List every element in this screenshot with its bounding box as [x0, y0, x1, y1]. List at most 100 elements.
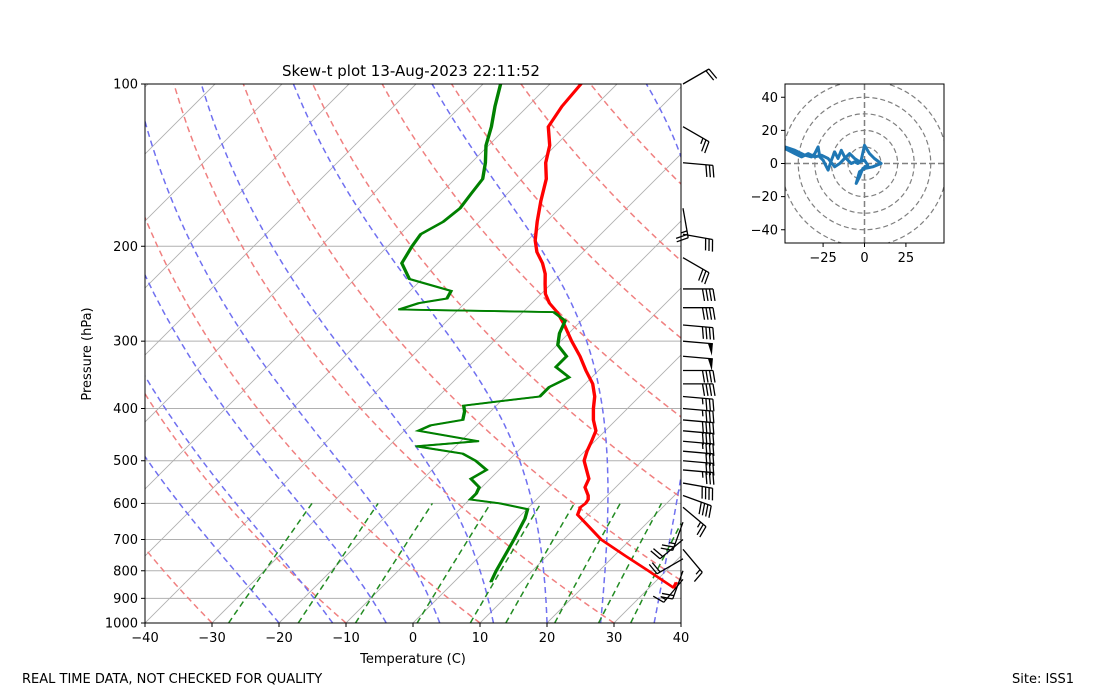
dewpoint-profile	[397, 84, 570, 583]
wind-barb	[660, 570, 684, 600]
wind-barb-shaft	[682, 506, 707, 528]
mixing-ratio-line	[297, 502, 379, 623]
wind-barb-feather	[693, 571, 703, 582]
wind-barb-feather	[712, 288, 716, 302]
x-axis-label: Temperature (C)	[359, 652, 466, 667]
wind-barb-feather	[708, 410, 711, 423]
dry-adiabat-line	[589, 84, 681, 185]
wind-barb	[682, 548, 703, 582]
hodograph-rings	[785, 84, 944, 243]
wind-barb-shaft	[682, 494, 712, 507]
wind-barb-feather	[705, 410, 708, 423]
wind-barb-shaft	[682, 440, 713, 445]
wind-barb-feather	[652, 595, 665, 603]
hodograph-axis-ticks: −25 0 25 40 20 0 −20 −40	[751, 91, 915, 266]
wind-barb-feather	[698, 268, 704, 281]
wind-barb	[650, 539, 684, 560]
wind-barb-shaft	[682, 162, 713, 167]
dry-adiabat-line	[145, 215, 481, 623]
wind-barb	[648, 558, 684, 575]
wind-barb-feather	[704, 141, 710, 154]
wind-barb-feather	[705, 421, 708, 435]
wind-barb-feather	[705, 462, 708, 475]
wind-barb	[683, 288, 716, 302]
wind-barb-feather	[708, 165, 711, 178]
mixing-ratio-line	[630, 522, 681, 623]
wind-barb-shaft	[656, 558, 684, 575]
wind-barb-flag	[707, 358, 713, 371]
moist-adiabat-line	[145, 118, 441, 623]
wind-barb	[682, 482, 714, 501]
wind-barb-feather	[708, 472, 711, 485]
wind-barb-feather	[705, 370, 709, 383]
wind-barb-feather	[708, 398, 711, 411]
site-label: Site: ISS1	[1012, 672, 1075, 687]
wind-barb-shaft	[682, 355, 713, 360]
x-tick-label: −40	[131, 631, 158, 646]
wind-barb-shaft	[682, 208, 689, 238]
mixing-ratio-line	[227, 502, 313, 623]
wind-barb-shaft	[682, 482, 713, 489]
y-tick-label: 100	[113, 78, 138, 93]
wind-barb-feather	[712, 453, 715, 466]
wind-barb-feather	[651, 562, 661, 573]
wind-barb-feather	[705, 288, 709, 302]
isotherm-line	[145, 84, 417, 356]
x-tick-label: 0	[409, 631, 417, 646]
wind-barb-feather	[650, 550, 661, 560]
dry-adiabat-line	[173, 84, 615, 623]
x-tick-label: 40	[673, 631, 690, 646]
wind-barb-feather	[712, 383, 716, 396]
x-tick-label: −30	[198, 631, 225, 646]
wind-barb	[682, 162, 715, 178]
wind-barb-feather	[676, 237, 689, 243]
wind-barb-feather	[708, 68, 718, 79]
isotherm-line	[145, 84, 484, 423]
wind-barb-shaft	[682, 324, 713, 329]
wind-barb	[682, 469, 715, 485]
wind-barb-shaft	[682, 340, 713, 345]
hodograph-y-tick-label: −40	[751, 223, 778, 238]
wind-barb-feather	[661, 544, 675, 548]
isotherm-line	[680, 622, 681, 623]
y-tick-label: 700	[113, 533, 138, 548]
y-tick-label: 300	[113, 335, 138, 350]
dry-adiabat-line	[450, 84, 681, 340]
isotherm-line	[412, 354, 681, 623]
wind-barb-feather	[712, 472, 715, 485]
wind-barb	[682, 419, 715, 435]
wind-barb-feather	[648, 563, 658, 575]
wind-barbs	[648, 68, 718, 603]
wind-barb-feather	[701, 370, 706, 383]
wind-barb-feather	[708, 288, 713, 302]
dry-adiabat-line	[242, 84, 681, 582]
wind-barb-shaft	[672, 521, 684, 551]
x-tick-label: 30	[606, 631, 623, 646]
wind-barb-half-feather	[660, 596, 667, 601]
moist-adiabat-line	[145, 273, 387, 623]
wind-barb-feather	[701, 307, 706, 320]
wind-barb-feather	[705, 164, 708, 177]
wind-barb-shaft	[663, 578, 684, 603]
wind-barb-feather	[704, 272, 710, 285]
wind-barb-half-feather	[696, 521, 702, 528]
wind-barb-shaft	[682, 419, 713, 424]
temperature-profile	[533, 84, 677, 590]
wind-barb-feather	[701, 139, 707, 152]
wind-barb-feather	[653, 548, 664, 558]
wind-barb	[682, 68, 718, 85]
wind-barb-feather	[712, 422, 715, 435]
moist-adiabat-line	[200, 84, 495, 623]
wind-barb-feather	[705, 326, 708, 340]
wind-barb-shaft	[659, 539, 684, 560]
isotherm-line	[145, 86, 681, 623]
isotherm-line	[345, 287, 681, 623]
wind-barb-shaft	[682, 548, 703, 573]
dry-adiabat-line	[520, 84, 681, 262]
hodograph-ring	[797, 96, 932, 231]
wind-barb	[682, 460, 715, 476]
dewpoint-profile	[399, 84, 572, 583]
dry-adiabat-line	[145, 547, 213, 623]
y-tick-label: 500	[113, 454, 138, 469]
hodograph-y-tick-label: −20	[751, 190, 778, 205]
